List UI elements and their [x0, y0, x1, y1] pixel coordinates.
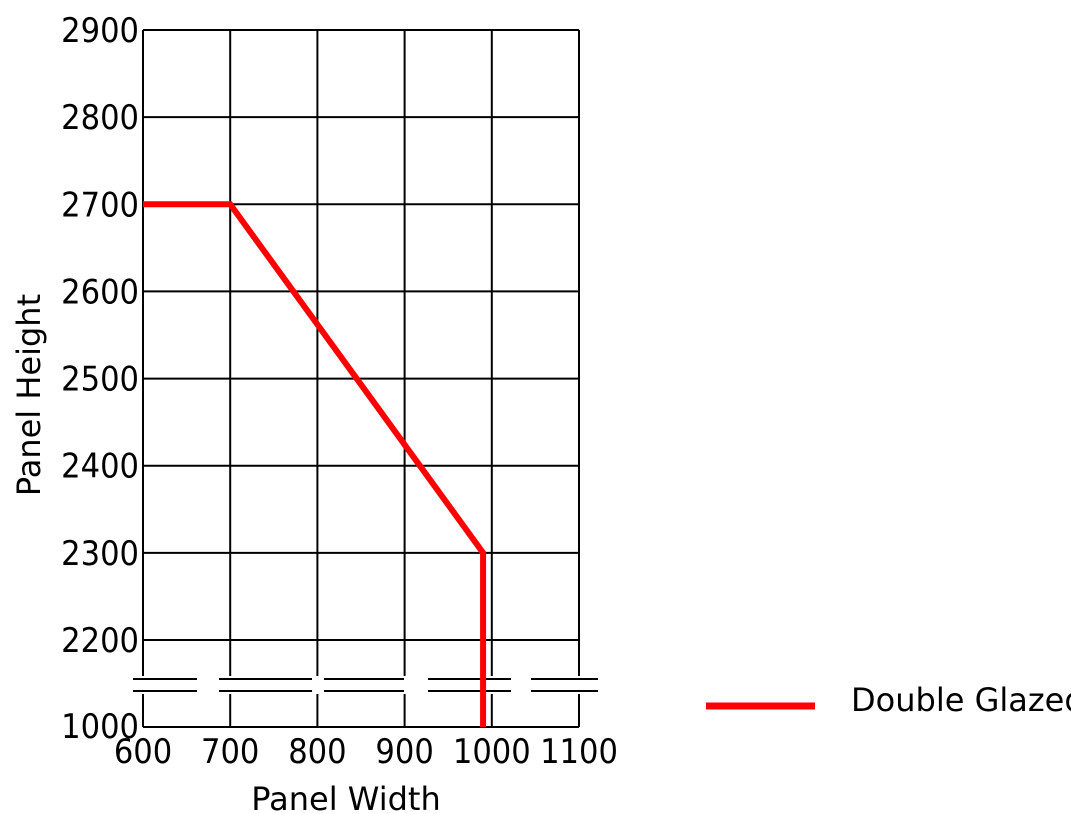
- x-tick-label: 600: [114, 732, 172, 772]
- legend: Double Glazed: [706, 681, 1071, 719]
- x-tick-label: 700: [201, 732, 259, 772]
- x-axis-title: Panel Width: [251, 780, 440, 814]
- y-tick-label: 2700: [61, 185, 139, 225]
- grid: [142, 29, 580, 728]
- y-tick-label: 2800: [61, 98, 139, 138]
- axis-break: [133, 676, 599, 694]
- y-tick-label: 2600: [61, 272, 139, 312]
- y-tick-label: 2900: [61, 11, 139, 51]
- y-tick-label: 2200: [61, 621, 139, 661]
- y-tick-label: 2300: [61, 534, 139, 574]
- series-line-double-glazed: [143, 201, 487, 727]
- x-tick-label: 900: [375, 732, 433, 772]
- y-axis-title: Panel Height: [10, 294, 48, 496]
- y-tick-label: 2500: [61, 360, 139, 400]
- y-tick-labels: 2200 2300 2400 2500 2600 2700 2800 2900 1000: [61, 11, 139, 747]
- legend-label: Double Glazed: [851, 681, 1071, 719]
- x-tick-label: 1000: [453, 732, 531, 772]
- y-tick-label: 2400: [61, 447, 139, 487]
- x-tick-label: 800: [288, 732, 346, 772]
- x-tick-labels: 600 700 800 900 1000 1100: [114, 732, 618, 772]
- x-tick-label: 1100: [540, 732, 618, 772]
- y-tick-label: 1000: [61, 707, 139, 747]
- series-layer: [143, 201, 487, 727]
